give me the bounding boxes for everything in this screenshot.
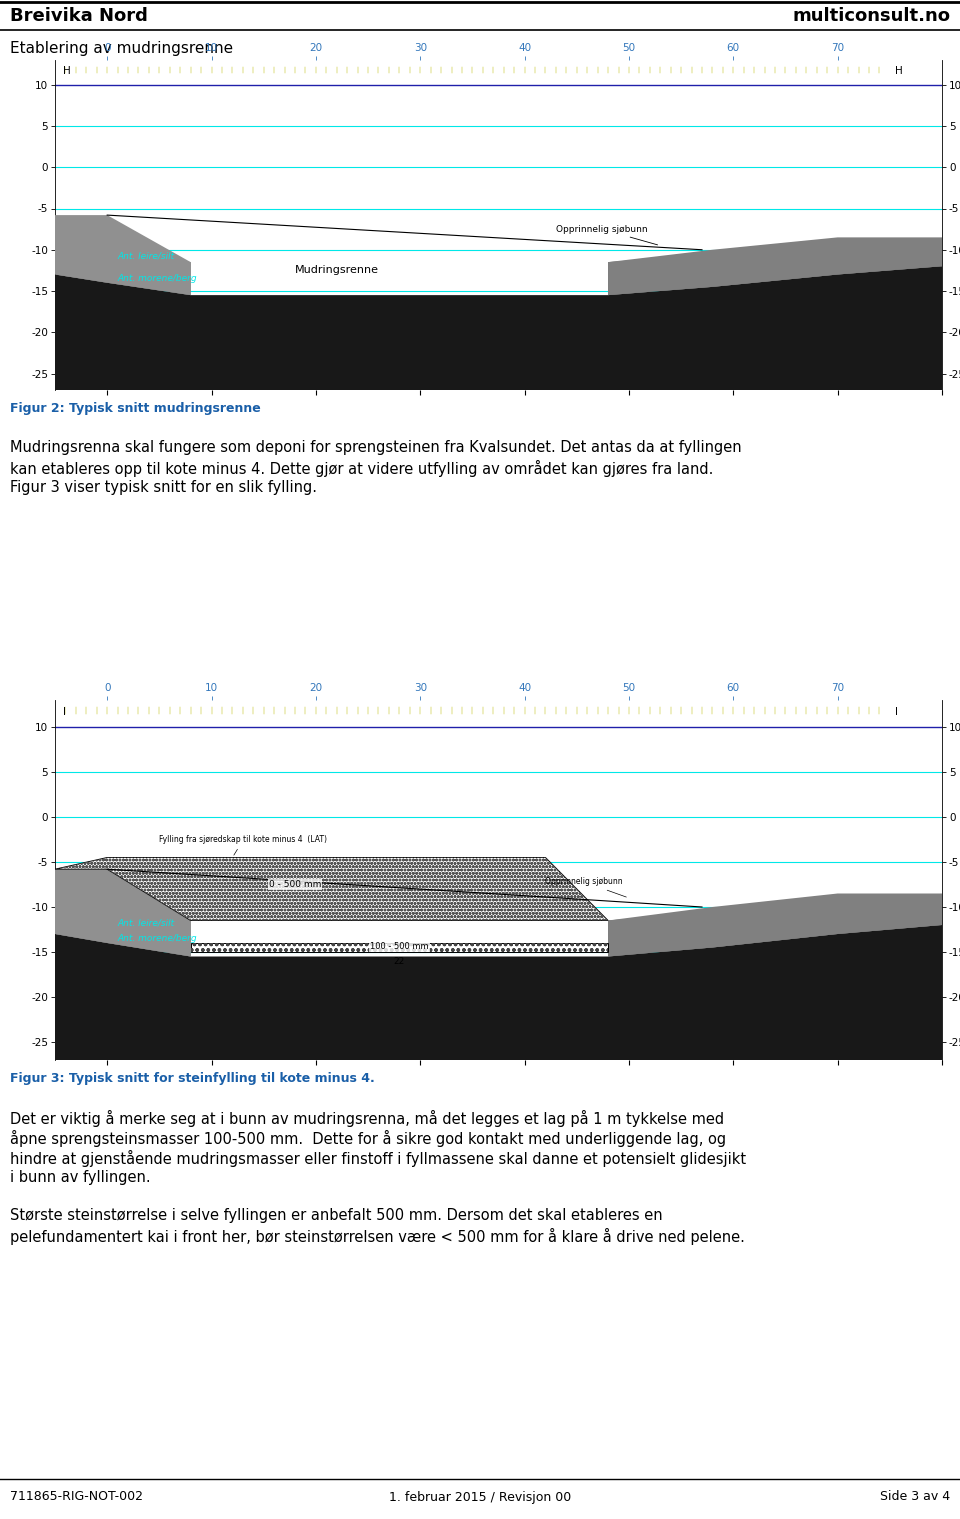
Text: i bunn av fyllingen.: i bunn av fyllingen. xyxy=(10,1170,151,1185)
Text: åpne sprengsteinsmasser 100-500 mm.  Dette for å sikre god kontakt med underligg: åpne sprengsteinsmasser 100-500 mm. Dett… xyxy=(10,1130,726,1147)
Text: multiconsult.no: multiconsult.no xyxy=(792,8,950,24)
Text: 0 - 500 mm: 0 - 500 mm xyxy=(269,880,322,889)
Polygon shape xyxy=(55,216,191,390)
Polygon shape xyxy=(55,925,942,1060)
Text: I: I xyxy=(63,706,66,717)
Text: Figur 2: Typisk snitt mudringsrenne: Figur 2: Typisk snitt mudringsrenne xyxy=(10,403,261,415)
Text: Figur 3: Typisk snitt for steinfylling til kote minus 4.: Figur 3: Typisk snitt for steinfylling t… xyxy=(10,1072,374,1085)
Polygon shape xyxy=(55,858,608,921)
Text: Opprinnelig sjøbunn: Opprinnelig sjøbunn xyxy=(545,878,626,898)
Text: Etablering av mudringsrenne: Etablering av mudringsrenne xyxy=(10,41,233,56)
Text: Ant. leire/silt: Ant. leire/silt xyxy=(118,919,175,928)
Text: 1. februar 2015 / Revisjon 00: 1. februar 2015 / Revisjon 00 xyxy=(389,1490,571,1504)
Polygon shape xyxy=(55,266,942,390)
Text: Side 3 av 4: Side 3 av 4 xyxy=(880,1490,950,1504)
Text: Største steinstørrelse i selve fyllingen er anbefalt 500 mm. Dersom det skal eta: Største steinstørrelse i selve fyllingen… xyxy=(10,1208,662,1223)
Polygon shape xyxy=(608,237,942,295)
Polygon shape xyxy=(55,898,191,1060)
Text: Mudringsrenna skal fungere som deponi for sprengsteinen fra Kvalsundet. Det anta: Mudringsrenna skal fungere som deponi fo… xyxy=(10,441,742,456)
Polygon shape xyxy=(608,898,942,957)
Text: H: H xyxy=(895,65,902,76)
Text: Figur 3 viser typisk snitt for en slik fylling.: Figur 3 viser typisk snitt for en slik f… xyxy=(10,480,317,495)
Polygon shape xyxy=(191,943,608,952)
Text: 711865-RIG-NOT-002: 711865-RIG-NOT-002 xyxy=(10,1490,143,1504)
Polygon shape xyxy=(55,869,191,1060)
Text: hindre at gjenstående mudringsmasser eller finstoff i fyllmassene skal danne et : hindre at gjenstående mudringsmasser ell… xyxy=(10,1150,746,1167)
Text: Ant. leire/silt: Ant. leire/silt xyxy=(118,252,175,261)
Text: 22: 22 xyxy=(394,957,405,966)
Text: Det er viktig å merke seg at i bunn av mudringsrenna, må det legges et lag på 1 : Det er viktig å merke seg at i bunn av m… xyxy=(10,1110,724,1127)
Text: Fylling fra sjøredskap til kote minus 4  (LAT): Fylling fra sjøredskap til kote minus 4 … xyxy=(159,835,327,855)
Text: Ant. morene/berg: Ant. morene/berg xyxy=(118,934,197,943)
Text: Ant. morene/berg: Ant. morene/berg xyxy=(118,273,197,283)
Text: H: H xyxy=(63,65,71,76)
Polygon shape xyxy=(608,893,942,957)
Polygon shape xyxy=(55,242,191,390)
Polygon shape xyxy=(608,242,942,295)
Text: pelefundamentert kai i front her, bør steinstørrelsen være < 500 mm for å klare : pelefundamentert kai i front her, bør st… xyxy=(10,1227,745,1246)
Text: I: I xyxy=(895,706,898,717)
Text: Opprinnelig sjøbunn: Opprinnelig sjøbunn xyxy=(556,225,658,245)
Text: Mudringsrenne: Mudringsrenne xyxy=(295,266,379,275)
Text: Breivika Nord: Breivika Nord xyxy=(10,8,148,24)
Text: kan etableres opp til kote minus 4. Dette gjør at videre utfylling av området ka: kan etableres opp til kote minus 4. Dett… xyxy=(10,460,713,477)
Text: 100 - 500 mm: 100 - 500 mm xyxy=(370,942,429,951)
